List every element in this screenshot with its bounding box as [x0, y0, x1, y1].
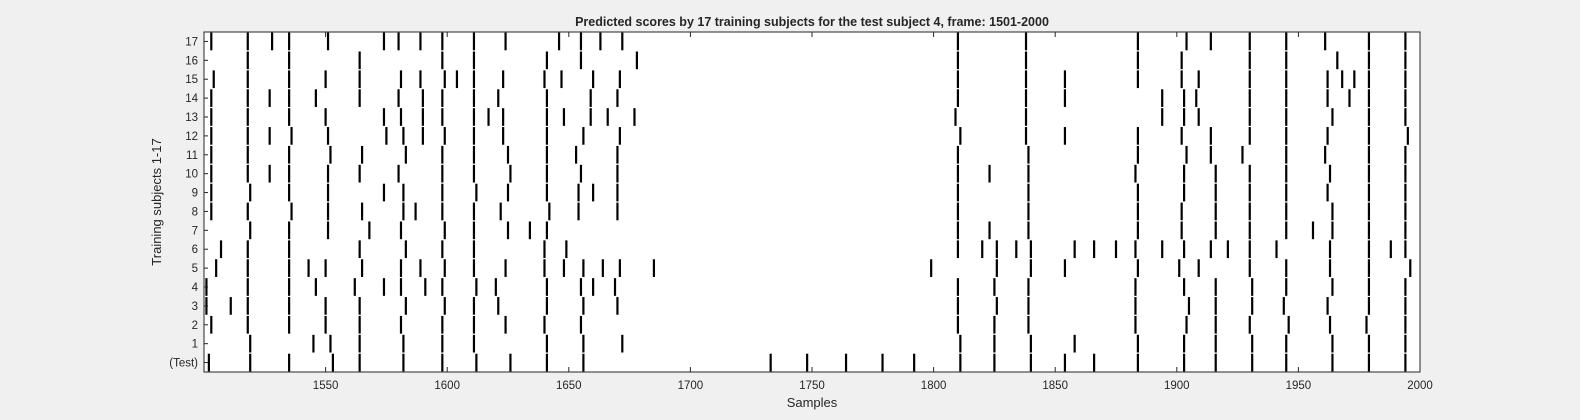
y-tick-label: 10 — [185, 169, 198, 181]
x-tick-label: 1900 — [1164, 380, 1190, 392]
event-marks — [205, 32, 1412, 372]
y-tick-label: 4 — [192, 282, 199, 294]
y-tick-label: 6 — [192, 244, 198, 256]
plot-area — [204, 32, 1420, 372]
x-tick-label: 1650 — [556, 380, 582, 392]
x-tick-label: 1550 — [313, 380, 339, 392]
x-axis: 1550 1600 1650 1700 1750 1800 1850 1900 1950 2000 — [313, 32, 1433, 392]
y-tick-label: 8 — [192, 206, 198, 218]
y-tick-label: 14 — [185, 93, 198, 105]
y-tick-label: 17 — [185, 36, 198, 48]
x-tick-label: 1600 — [434, 380, 460, 392]
x-tick-label: 1800 — [921, 380, 947, 392]
y-tick-label: 16 — [185, 55, 198, 67]
x-axis-label: Samples — [787, 395, 838, 410]
y-tick-label: 5 — [192, 263, 198, 275]
x-tick-label: 2000 — [1407, 380, 1433, 392]
chart-title: Predicted scores by 17 training subjects… — [575, 15, 1049, 29]
y-tick-label: 1 — [192, 339, 198, 351]
y-tick-label: 9 — [192, 188, 198, 200]
x-tick-label: 1700 — [678, 380, 704, 392]
y-tick-label: 2 — [192, 320, 198, 332]
y-tick-label: 13 — [185, 112, 198, 124]
x-tick-label: 1750 — [799, 380, 825, 392]
y-tick-label: 7 — [192, 225, 198, 237]
y-tick-label: (Test) — [169, 358, 198, 370]
y-tick-label: 15 — [185, 74, 198, 86]
y-axis-label: Training subjects 1-17 — [149, 138, 164, 265]
plot-frame — [203, 31, 1421, 373]
y-tick-label: 3 — [192, 301, 198, 313]
x-tick-label: 1850 — [1042, 380, 1068, 392]
y-tick-label: 12 — [185, 131, 198, 143]
y-tick-label: 11 — [186, 150, 198, 162]
x-tick-label: 1950 — [1286, 380, 1312, 392]
